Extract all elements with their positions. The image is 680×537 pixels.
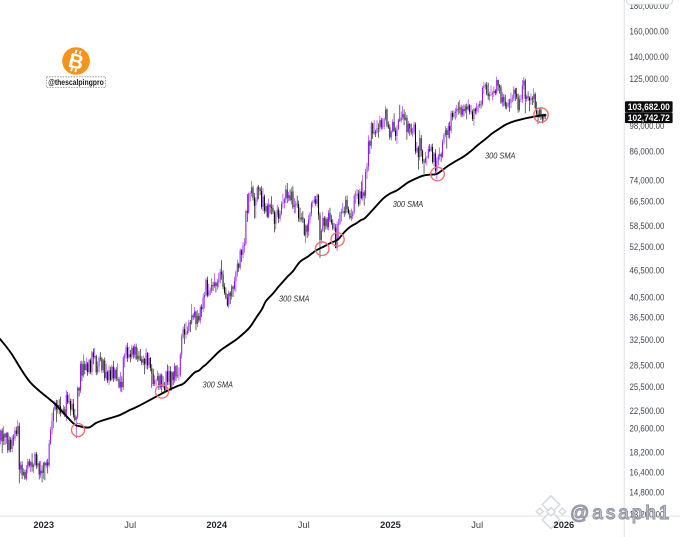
svg-text:2024: 2024 [206, 520, 228, 530]
svg-text:58,500.00: 58,500.00 [630, 220, 665, 231]
svg-text:300 SMA: 300 SMA [203, 381, 234, 390]
svg-text:14,800.00: 14,800.00 [630, 486, 665, 497]
svg-text:22,500.00: 22,500.00 [630, 405, 665, 416]
svg-text:102,742.72: 102,742.72 [628, 113, 670, 123]
svg-text:13,200.00: 13,200.00 [630, 509, 665, 520]
svg-text:2023: 2023 [33, 520, 54, 530]
svg-text:180,000.00: 180,000.00 [630, 0, 669, 11]
svg-text:36,500.00: 36,500.00 [630, 312, 665, 323]
svg-text:28,500.00: 28,500.00 [630, 359, 665, 370]
svg-text:Jul: Jul [471, 520, 483, 530]
svg-text:Jul: Jul [124, 520, 136, 530]
svg-text:103,682.00: 103,682.00 [628, 102, 670, 112]
svg-text:86,000.00: 86,000.00 [630, 146, 665, 157]
svg-text:98,000.00: 98,000.00 [630, 120, 665, 131]
svg-text:66,500.00: 66,500.00 [630, 195, 665, 206]
svg-text:@thescalpingpro: @thescalpingpro [48, 78, 104, 87]
svg-text:300 SMA: 300 SMA [485, 151, 516, 160]
svg-text:300 SMA: 300 SMA [279, 295, 310, 304]
svg-text:Jul: Jul [298, 520, 310, 530]
svg-text:20,600.00: 20,600.00 [630, 422, 665, 433]
svg-text:16,400.00: 16,400.00 [630, 466, 665, 477]
svg-text:125,000.00: 125,000.00 [630, 73, 669, 84]
svg-text:2025: 2025 [380, 520, 401, 530]
svg-text:160,000.00: 160,000.00 [630, 25, 669, 36]
svg-text:40,500.00: 40,500.00 [630, 291, 665, 302]
svg-text:46,500.00: 46,500.00 [630, 265, 665, 276]
svg-text:@asaph1: @asaph1 [570, 503, 673, 524]
svg-text:74,000.00: 74,000.00 [630, 175, 665, 186]
svg-text:18,200.00: 18,200.00 [630, 446, 665, 457]
svg-text:300 SMA: 300 SMA [393, 200, 424, 209]
svg-text:2026: 2026 [554, 520, 575, 530]
svg-text:52,500.00: 52,500.00 [630, 241, 665, 252]
svg-text:25,500.00: 25,500.00 [630, 381, 665, 392]
svg-text:32,500.00: 32,500.00 [630, 334, 665, 345]
svg-text:140,000.00: 140,000.00 [630, 51, 669, 62]
